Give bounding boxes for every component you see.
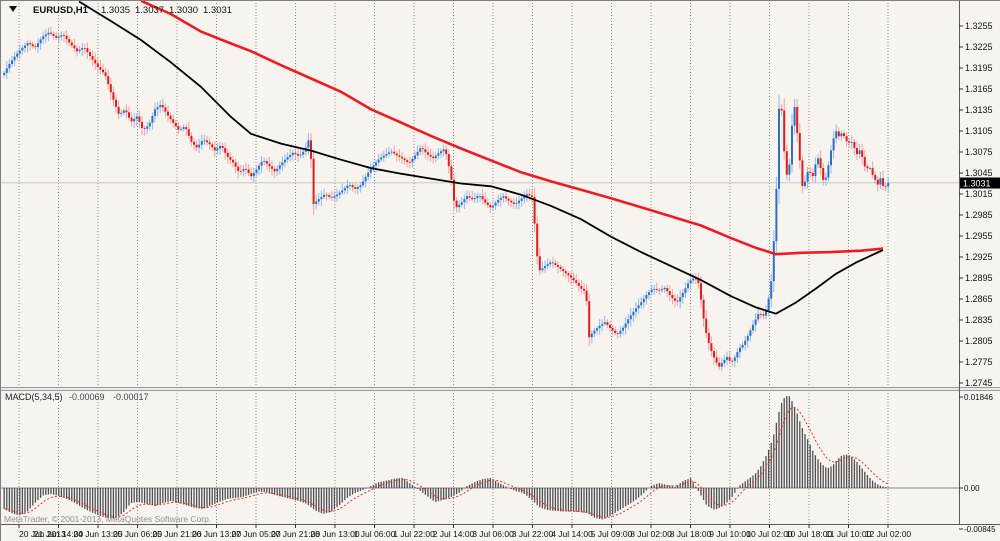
ohlc-open: 1.3035: [101, 5, 130, 16]
macd-signal-value: -0.00017: [113, 392, 149, 402]
price-label: 1.3045: [965, 168, 993, 178]
macd-scale-label: -0.00845: [964, 525, 996, 534]
price-label: 1.2985: [965, 210, 993, 220]
current-price-badge: 1.3031: [960, 177, 1000, 189]
macd-scale-label: 0.00: [964, 484, 980, 493]
time-label: 12 Jul 02:00: [865, 529, 912, 539]
pane-divider[interactable]: [1, 387, 1000, 391]
time-label: 9 Jul 10:00: [709, 529, 751, 539]
time-label: 1 Jul 22:00: [393, 529, 435, 539]
ohlc-close: 1.3031: [203, 5, 232, 16]
macd-scale-label: 0.01846: [964, 393, 993, 402]
price-label: 1.2805: [965, 336, 993, 346]
current-price-badge-text: 1.3031: [963, 179, 991, 189]
chart-header: EURUSD,H1 1.3035 1.3037 1.3030 1.3031: [9, 5, 232, 16]
time-label: 8 Jul 18:00: [670, 529, 712, 539]
time-label: 8 Jul 02:00: [630, 529, 672, 539]
symbol-marker-icon[interactable]: [9, 6, 17, 12]
time-label: 21 Jun 14:00: [34, 529, 83, 539]
moving-averages: [78, 1, 884, 315]
macd-indicator-pane: [1, 396, 959, 520]
time-label: 11 Jul 10:00: [826, 529, 872, 539]
time-label: 10 Jul 18:00: [786, 529, 833, 539]
time-label: 5 Jul 09:00: [591, 529, 633, 539]
time-label: 26 Jun 13:00: [192, 529, 241, 539]
price-label: 1.3165: [965, 84, 993, 94]
time-label: 3 Jul 22:00: [512, 529, 554, 539]
time-label: 27 Jun 21:00: [271, 529, 320, 539]
macd-name-label: MACD(5,34,5): [5, 392, 63, 402]
price-label: 1.2745: [965, 378, 993, 388]
price-label: 1.3015: [965, 189, 993, 199]
macd-header: MACD(5,34,5) -0.00069 -0.00017: [5, 392, 149, 402]
macd-value: -0.00069: [69, 392, 105, 402]
price-label: 1.3075: [965, 147, 993, 157]
time-label: 20 Jun 2013: [19, 529, 66, 539]
price-label: 1.3105: [965, 126, 993, 136]
time-label: 2 Jul 14:00: [433, 529, 475, 539]
candlesticks: [3, 26, 890, 372]
ma-slow-red-line: [140, 1, 884, 256]
time-label: 3 Jul 06:00: [472, 529, 514, 539]
price-axis[interactable]: 1.3255 1.3225 1.3195 1.3165 1.3135 1.3105 1.30…: [959, 21, 993, 388]
time-label: 4 Jul 14:00: [551, 529, 593, 539]
time-label: 10 Jul 02:00: [746, 529, 793, 539]
macd-signal-line: [4, 406, 889, 519]
ma-fast-black-line: [78, 1, 884, 315]
time-label: 25 Jun 06:00: [113, 529, 162, 539]
price-label: 1.2895: [965, 273, 993, 283]
symbol-period-label: EURUSD,H1: [33, 5, 89, 16]
time-label: 27 Jun 05:00: [231, 529, 280, 539]
time-label: 24 Jun 13:00: [73, 529, 122, 539]
price-label: 1.3255: [965, 21, 993, 31]
time-label: 1 Jul 06:00: [354, 529, 396, 539]
time-label: 28 Jun 13:00: [310, 529, 359, 539]
ohlc-high: 1.3037: [135, 5, 164, 16]
macd-axis: 0.01846 0.00 -0.00845: [959, 393, 996, 534]
copyright-label: MetaTrader, © 2001-2013, MetaQuotes Soft…: [4, 514, 211, 524]
price-label: 1.2925: [965, 252, 993, 262]
price-label: 1.3225: [965, 42, 993, 52]
price-label: 1.2835: [965, 315, 993, 325]
price-label: 1.2955: [965, 231, 993, 241]
price-label: 1.2865: [965, 294, 993, 304]
time-label: 25 Jun 21:00: [152, 529, 201, 539]
ohlc-low: 1.3030: [169, 5, 198, 16]
time-gridlines: [18, 3, 889, 523]
price-label: 1.2775: [965, 357, 993, 367]
price-label: 1.3195: [965, 63, 993, 73]
price-label: 1.3135: [965, 105, 993, 115]
